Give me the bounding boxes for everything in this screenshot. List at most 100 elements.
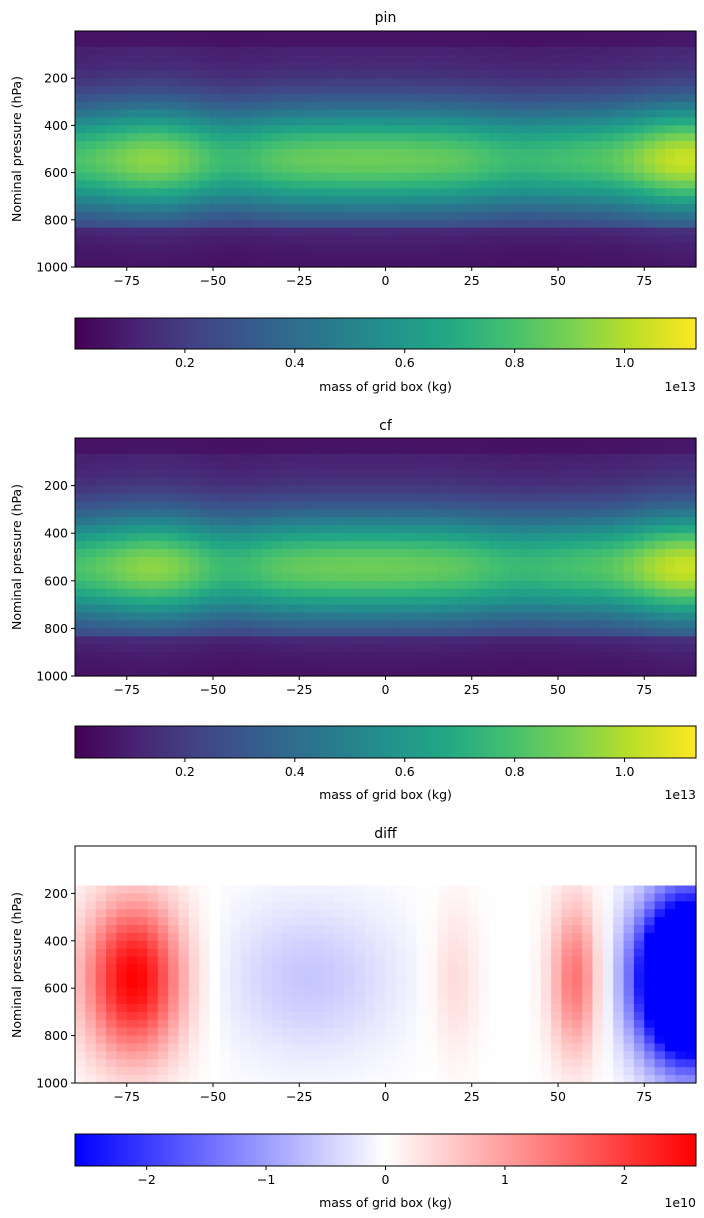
heatmap-cell <box>375 972 387 981</box>
heatmap-cell <box>623 869 635 879</box>
heatmap-cell <box>116 86 128 95</box>
heatmap-cell <box>333 149 345 158</box>
heatmap-cell <box>261 580 273 590</box>
heatmap-cell <box>209 901 221 910</box>
heatmap-cell <box>261 172 273 182</box>
heatmap-cell <box>199 925 211 934</box>
heatmap-cell <box>509 485 521 495</box>
heatmap-cell <box>530 549 542 558</box>
heatmap-cell <box>602 149 614 158</box>
heatmap-cell <box>664 461 676 471</box>
heatmap-cell <box>592 988 604 997</box>
heatmap-cell <box>489 557 500 566</box>
heatmap-cell <box>437 564 449 574</box>
heatmap-cell <box>209 652 221 661</box>
heatmap-cell <box>571 204 583 213</box>
heatmap-cell <box>406 596 418 606</box>
heatmap-cell <box>240 227 252 237</box>
heatmap-cell <box>126 204 138 213</box>
heatmap-cell <box>75 509 86 518</box>
heatmap-cell <box>375 549 387 558</box>
heatmap-cell <box>613 227 625 237</box>
heatmap-cell <box>364 588 376 598</box>
heatmap-cell <box>157 86 169 95</box>
heatmap-cell <box>426 572 438 582</box>
heatmap-cell <box>85 62 97 71</box>
heatmap-cell <box>375 501 387 510</box>
heatmap-cell <box>157 612 169 622</box>
heatmap-cell <box>530 477 542 487</box>
heatmap-cell <box>344 453 356 463</box>
heatmap-cell <box>406 62 418 71</box>
heatmap-cell <box>364 78 376 87</box>
heatmap-cell <box>333 948 345 958</box>
heatmap-cell <box>375 580 387 590</box>
heatmap-cell <box>126 461 138 471</box>
heatmap-cell <box>147 46 159 56</box>
heatmap-cell <box>478 996 490 1005</box>
heatmap-cell <box>685 877 697 887</box>
heatmap-cell <box>261 636 273 645</box>
heatmap-cell <box>613 501 625 510</box>
heatmap-cell <box>137 438 149 447</box>
heatmap-cell <box>292 46 304 56</box>
heatmap-cell <box>602 988 614 997</box>
x-tick-label: −50 <box>200 273 226 288</box>
heatmap-cell <box>271 948 283 958</box>
heatmap-cell <box>106 988 117 997</box>
heatmap-cell <box>323 588 335 598</box>
heatmap-cell <box>95 38 107 48</box>
heatmap-cell <box>633 227 645 237</box>
heatmap-cell <box>426 877 438 887</box>
heatmap-cell <box>447 259 459 268</box>
heatmap-cell <box>323 517 335 526</box>
colorbar-ticks: 0.2 0.4 0.6 0.8 1.0 <box>175 349 635 370</box>
heatmap-cell <box>137 948 149 958</box>
heatmap-cell <box>168 86 180 95</box>
heatmap-cell <box>675 141 687 150</box>
heatmap-cell <box>168 557 180 566</box>
heatmap-cell <box>147 580 159 590</box>
heatmap-cell <box>457 940 469 950</box>
heatmap-cell <box>302 235 314 244</box>
heatmap-cell <box>168 893 180 902</box>
heatmap-cell <box>75 46 86 56</box>
heatmap-cell <box>116 1011 128 1021</box>
heatmap-cell <box>447 109 459 119</box>
heatmap-cell <box>675 869 687 879</box>
heatmap-cell <box>406 180 418 189</box>
heatmap-cell <box>240 636 252 645</box>
heatmap-cell <box>644 259 656 268</box>
heatmap-cell <box>126 38 138 48</box>
heatmap-cell <box>354 259 366 268</box>
heatmap-cell <box>613 259 625 268</box>
heatmap-cell <box>95 596 107 606</box>
heatmap-cell <box>675 509 687 518</box>
heatmap-cell <box>457 972 469 981</box>
heatmap-cell <box>178 1011 190 1021</box>
heatmap-cell <box>271 54 283 64</box>
heatmap-cell <box>250 988 262 997</box>
heatmap-cell <box>613 533 625 542</box>
heatmap-cell <box>530 469 542 479</box>
heatmap-cell <box>333 172 345 182</box>
heatmap-cell <box>644 117 656 126</box>
heatmap-cell <box>499 172 511 182</box>
heatmap-cell <box>571 180 583 189</box>
heatmap-cell <box>209 453 221 463</box>
heatmap-cell <box>323 46 335 56</box>
heatmap-cell <box>561 541 573 550</box>
heatmap-cell <box>219 580 231 590</box>
heatmap-cell <box>95 588 107 598</box>
heatmap-cell <box>530 125 542 134</box>
heatmap-cell <box>437 652 449 661</box>
heatmap-cell <box>644 235 656 244</box>
heatmap-cell <box>364 1004 376 1013</box>
heatmap-cell <box>75 940 86 950</box>
heatmap-cell <box>457 117 469 126</box>
heatmap-cell <box>468 251 480 260</box>
heatmap-cell <box>478 517 490 526</box>
heatmap-cell <box>106 251 117 260</box>
heatmap-cell <box>75 141 86 150</box>
heatmap-cell <box>509 620 521 629</box>
